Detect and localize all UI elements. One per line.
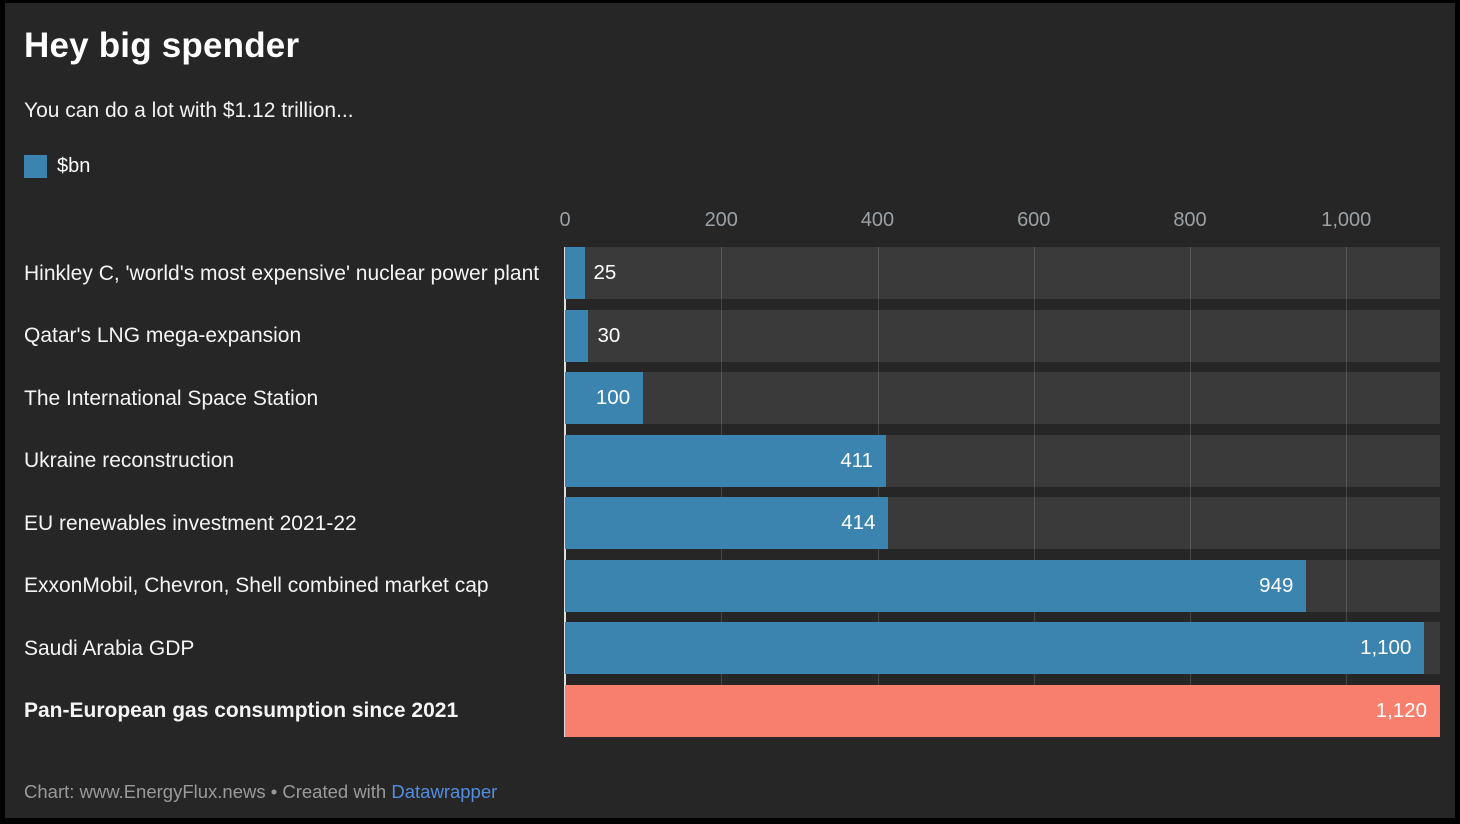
bar[interactable] [565,309,589,362]
bar-value-label: 411 [840,448,874,472]
chart-title: Hey big spender [24,26,300,65]
bar[interactable] [565,622,1425,674]
bar-track: 1,120 [565,684,1440,737]
bar[interactable] [565,434,887,487]
category-label: Hinkley C, 'world's most expensive' nucl… [24,261,540,285]
bar[interactable] [565,247,585,299]
x-tick-label: 200 [704,209,738,231]
plot-area: 25 30 100 411 414 949 1,100 1,120 [564,247,1440,737]
category-label: The International Space Station [24,386,319,410]
chart-subtitle: You can do a lot with $1.12 trillion... [24,99,354,122]
category-label: EU renewables investment 2021-22 [24,511,357,535]
x-axis: 0 200 400 600 800 1,000 [559,209,1440,235]
bar-value-label: 30 [597,323,621,347]
bar-value-label: 414 [841,511,876,534]
bar-value-label: 1,120 [1375,698,1427,722]
x-tick-label: 400 [860,209,895,231]
x-tick-label: 0 [559,209,571,231]
bar-value-label: 1,100 [1360,636,1412,659]
footer-text: Chart: www.EnergyFlux.news • Created wit… [24,781,392,802]
bar-highlighted[interactable] [565,684,1440,737]
bar-rows: 25 30 100 411 414 949 1,100 1,120 [565,247,1440,737]
bar-value-label: 949 [1259,573,1294,597]
bar-track: 25 [565,247,1440,299]
category-label: Qatar's LNG mega-expansion [24,324,302,347]
x-tick-label: 600 [1017,209,1051,231]
category-label: ExxonMobil, Chevron, Shell combined mark… [24,574,489,597]
bar[interactable] [565,559,1307,612]
footer-attribution: Chart: www.EnergyFlux.news • Created wit… [24,781,497,803]
bar[interactable] [565,497,889,549]
bar-track: 100 [565,372,1440,424]
bar[interactable] [565,372,644,424]
bar-track: 30 [565,309,1440,362]
bar-track: 949 [565,559,1440,612]
bar-value-label: 25 [593,261,617,284]
bar-track: 414 [565,497,1440,549]
chart-panel: Hey big spender You can do a lot with $1… [5,3,1455,818]
category-labels: Hinkley C, 'world's most expensive' nucl… [24,247,554,737]
legend-swatch-icon [24,155,47,178]
category-label: Saudi Arabia GDP [24,636,195,660]
x-tick-label: 1,000 [1321,209,1372,231]
legend-label: $bn [57,155,91,177]
legend: $bn [24,155,90,178]
category-label: Pan-European gas consumption since 2021 [24,699,459,722]
bar-value-label: 100 [595,386,631,409]
bar-track: 411 [565,434,1440,487]
datawrapper-link[interactable]: Datawrapper [391,781,498,802]
bar-track: 1,100 [565,622,1440,674]
x-tick-label: 800 [1173,209,1207,231]
category-label: Ukraine reconstruction [24,449,235,472]
